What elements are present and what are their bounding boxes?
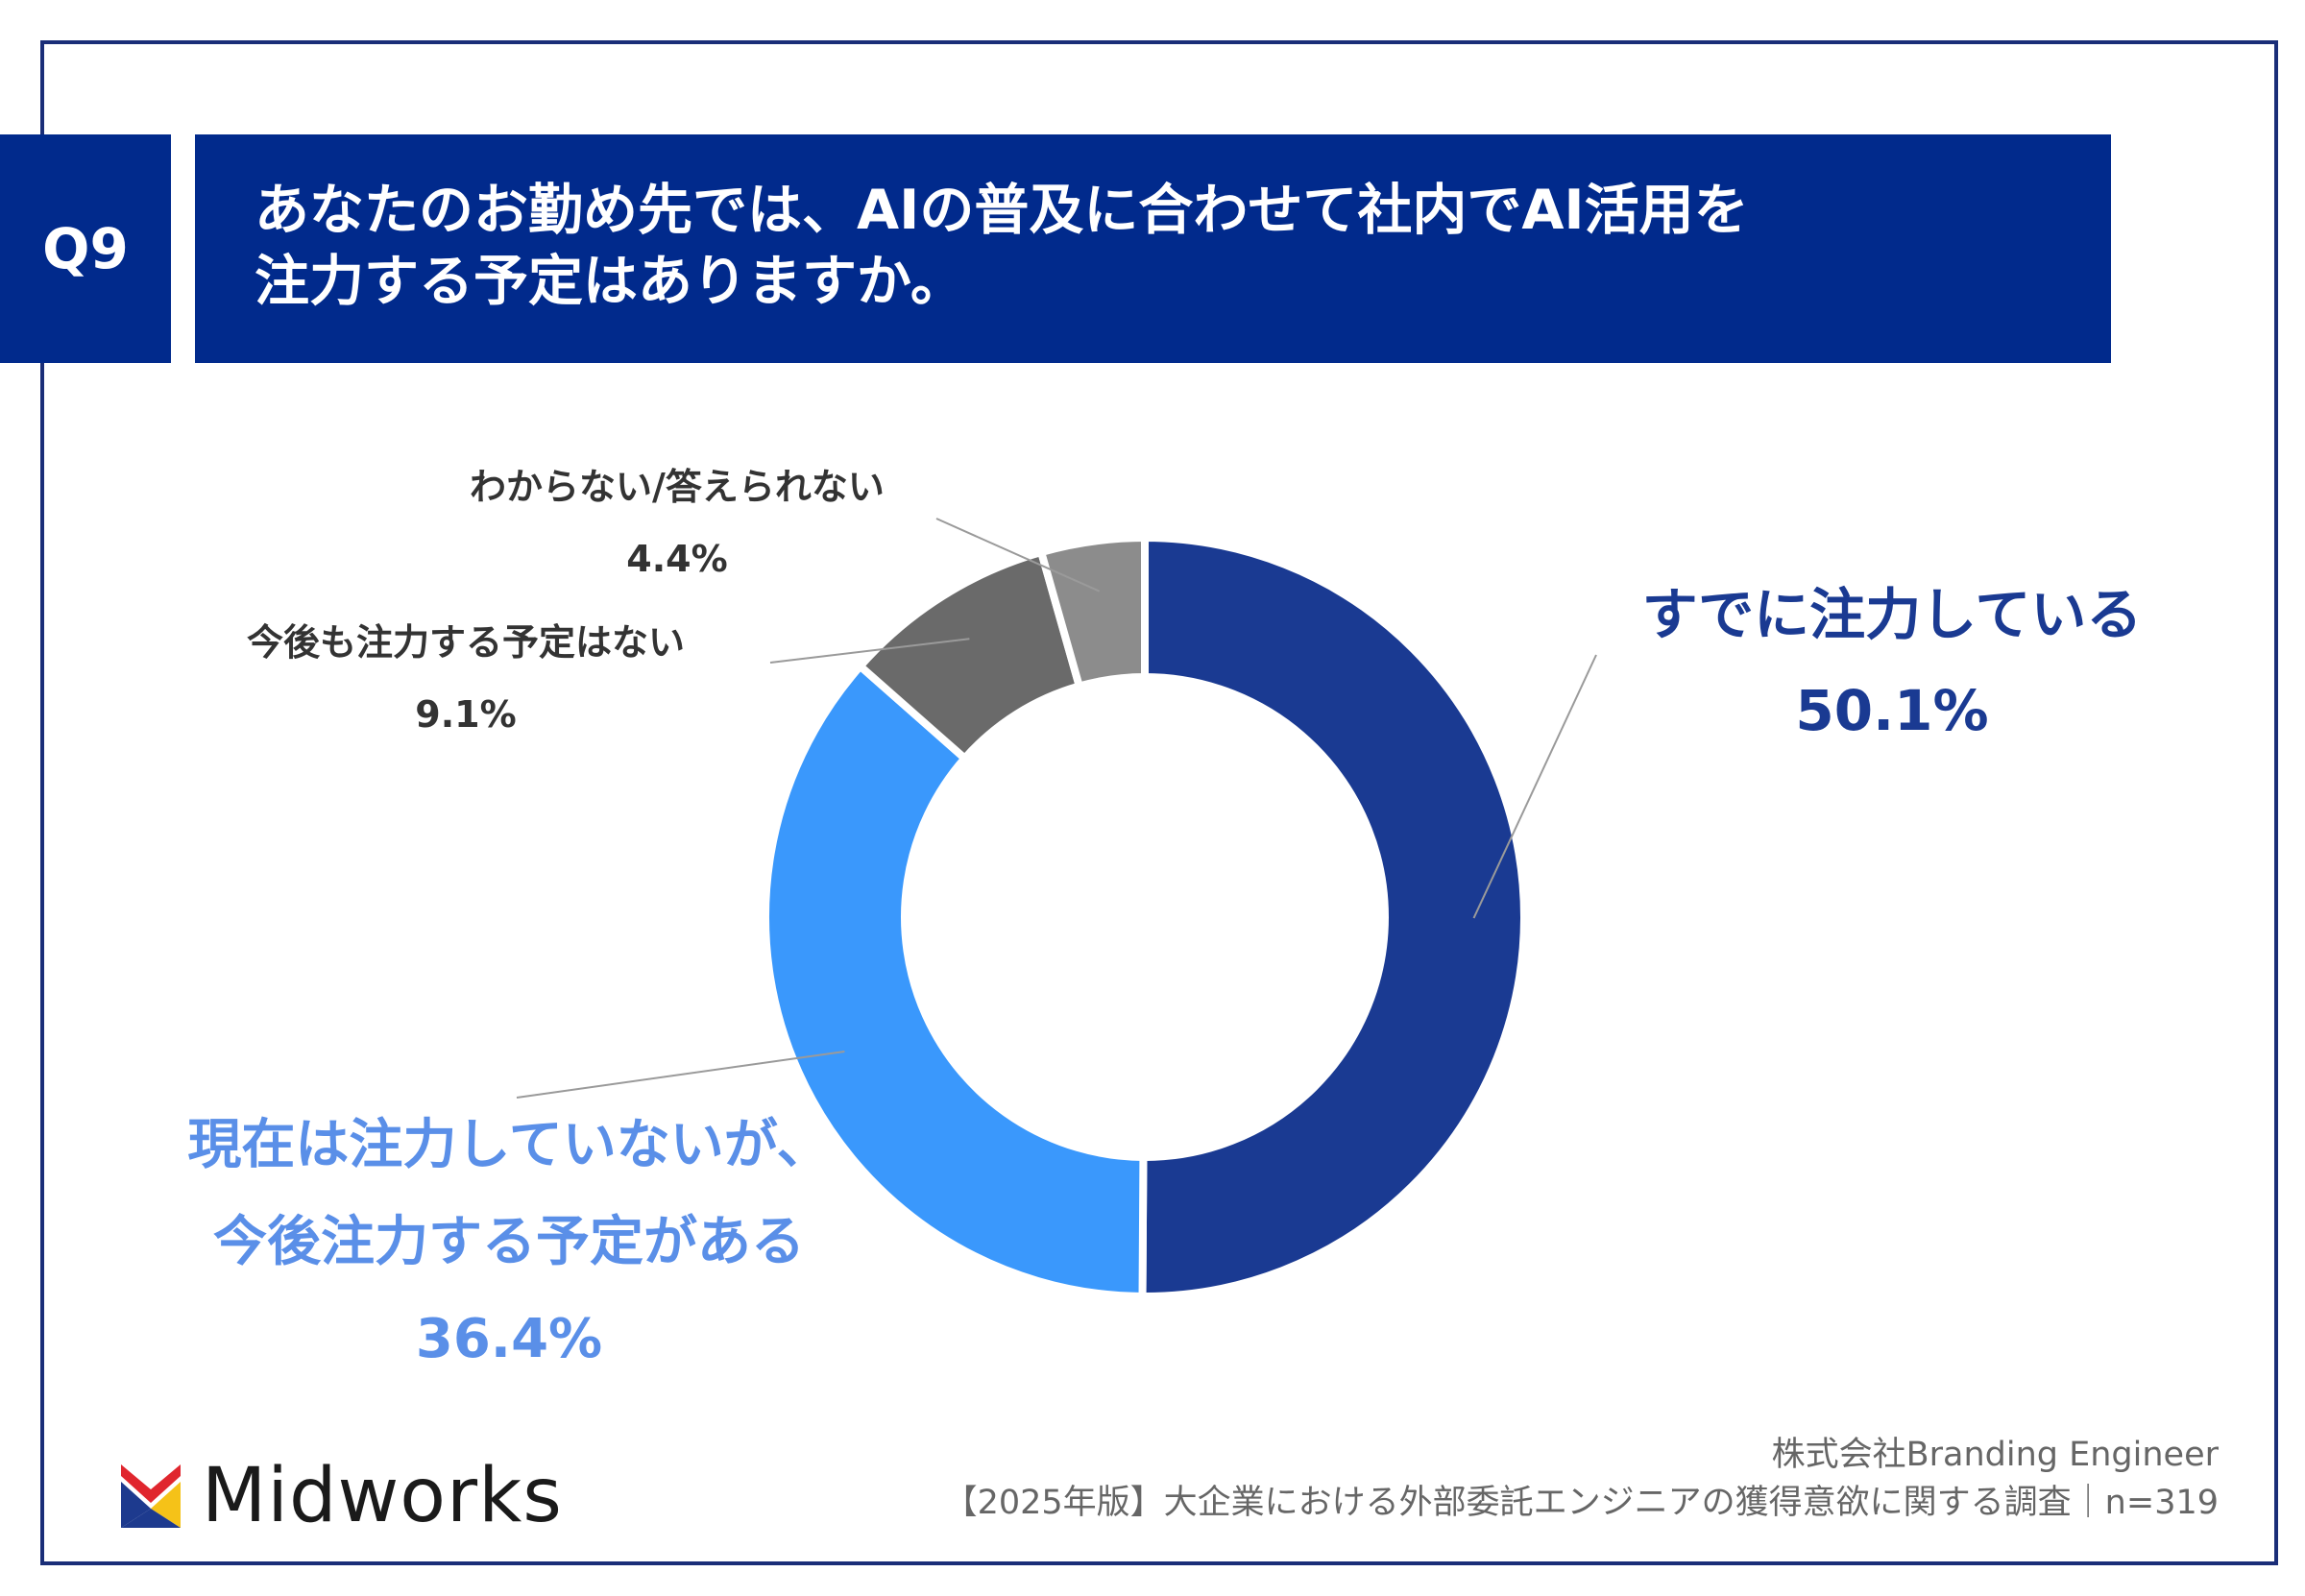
slice-value-label: 36.4% bbox=[415, 1308, 603, 1370]
slice-label-line-2: 今後注力する予定がある bbox=[213, 1211, 805, 1273]
slice-label-line-1: 現在は注力していないが、 bbox=[187, 1114, 831, 1176]
slice-label: わからない/答えられない bbox=[470, 466, 885, 508]
midworks-logo: Midworks bbox=[121, 1453, 563, 1539]
slice-value-label: 4.4% bbox=[626, 538, 728, 580]
logo-text: Midworks bbox=[202, 1453, 563, 1539]
question-number: Q9 bbox=[0, 134, 171, 363]
leader-line-1 bbox=[516, 1050, 845, 1099]
slice-value-label: 9.1% bbox=[415, 693, 517, 736]
midworks-logo-icon bbox=[121, 1464, 181, 1528]
question-title-line-2: 注力する予定はありますか。 bbox=[255, 250, 965, 313]
label-already-focusing: すでに注力している 50.1% bbox=[1614, 567, 2171, 759]
label-dont-know: わからない/答えられない 4.4% bbox=[423, 451, 932, 595]
survey-title: 【2025年版】大企業における外部委託エンジニアの獲得意欲に関する調査｜n=31… bbox=[943, 1484, 2219, 1522]
slice-planning-to-focus bbox=[762, 661, 1148, 1301]
slice-value-label: 50.1% bbox=[1795, 678, 1989, 743]
slice-already-focusing bbox=[1138, 533, 1529, 1300]
question-title-line-1: あなたのお勤め先では、AIの普及に合わせて社内でAI活用を bbox=[255, 179, 1749, 242]
slice-label: すでに注力している bbox=[1641, 582, 2143, 647]
slice-label: 今後も注力する予定はない bbox=[246, 621, 685, 664]
slice-dont-know bbox=[1036, 533, 1149, 691]
outer-frame bbox=[40, 40, 2278, 1565]
leader-line-0 bbox=[1472, 654, 1597, 919]
label-no-plan: 今後も注力する予定はない 9.1% bbox=[192, 607, 740, 751]
leader-line-2 bbox=[769, 638, 970, 664]
label-planning-to-focus: 現在は注力していないが、 今後注力する予定がある 36.4% bbox=[125, 1097, 893, 1388]
leader-line-3 bbox=[935, 518, 1101, 592]
question-title: あなたのお勤め先では、AIの普及に合わせて社内でAI活用を 注力する予定はありま… bbox=[195, 134, 2111, 363]
company-name: 株式会社Branding Engineer bbox=[1771, 1436, 2219, 1474]
footer-source: 株式会社Branding Engineer 【2025年版】大企業における外部委… bbox=[944, 1431, 2219, 1527]
